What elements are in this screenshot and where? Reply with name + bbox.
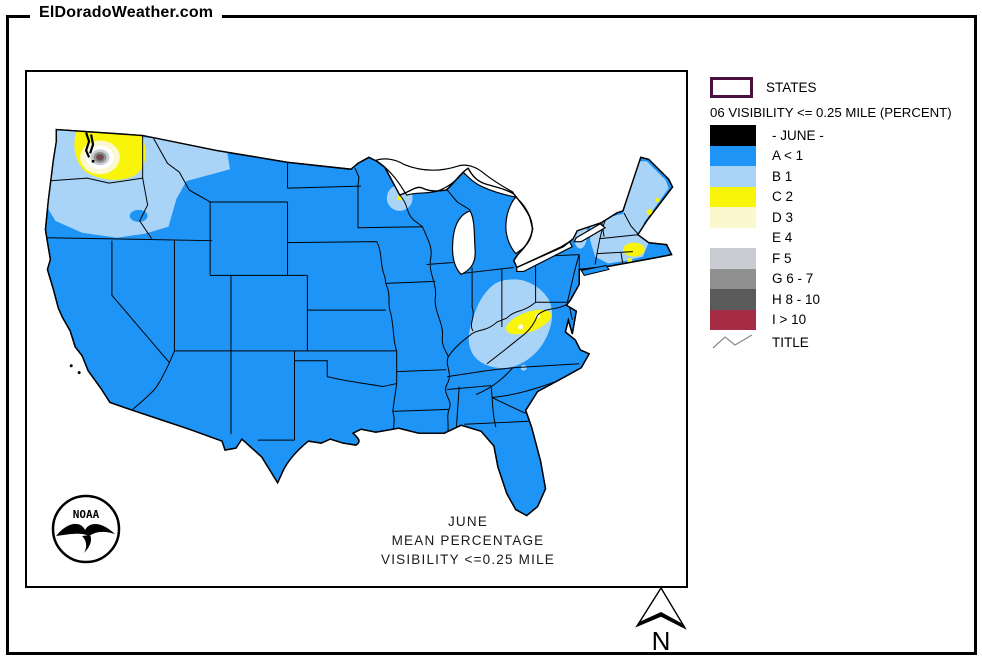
- legend-class-row: H 8 - 10: [710, 289, 972, 310]
- caption-line-1: JUNE: [447, 514, 489, 529]
- north-arrow-chevron: [638, 612, 684, 628]
- legend-class-row: B 1: [710, 166, 972, 187]
- legend-class-swatch: [710, 289, 756, 310]
- legend-class-label: B 1: [772, 168, 793, 184]
- legend-class-swatch: [710, 309, 756, 330]
- patch-massachusetts-yellow: [622, 242, 645, 257]
- legend-class-row: A < 1: [710, 145, 972, 166]
- legend-class-swatch: [710, 207, 756, 228]
- us-map: [44, 128, 674, 517]
- legend-class-label: F 5: [772, 250, 792, 266]
- legend-class-swatch: [710, 268, 756, 289]
- lake-michigan: [451, 210, 476, 276]
- legend-class-swatch: [710, 248, 756, 269]
- legend: STATES 06 VISIBILITY <= 0.25 MILE (PERCE…: [710, 76, 972, 353]
- legend-class-swatch: [710, 125, 756, 146]
- legend-subtitle: 06 VISIBILITY <= 0.25 MILE (PERCENT): [710, 105, 952, 120]
- patch-maine-dot-2: [655, 197, 660, 203]
- legend-class-row: F 5: [710, 248, 972, 269]
- page-frame: [6, 15, 977, 655]
- legend-class-label: G 6 - 7: [772, 271, 814, 287]
- oregon-blue-hole: [129, 209, 148, 222]
- legend-title-row: TITLE: [710, 331, 972, 353]
- legend-class-row: E 4: [710, 227, 972, 248]
- north-label: N: [652, 626, 671, 656]
- legend-class-swatch: [710, 186, 756, 207]
- legend-class-label: C 2: [772, 189, 794, 205]
- caption-line-2: MEAN PERCENTAGE: [391, 533, 545, 548]
- states-label: STATES: [766, 79, 817, 95]
- legend-class-rows: - JUNE - A < 1 B 1 C 2 D 3 E 4 F 5 G 6 - 7 H 8 -…: [710, 125, 972, 330]
- caption-line-3: VISIBILITY <=0.25 MILE: [381, 552, 555, 567]
- noaa-logo: NOAA: [49, 492, 123, 571]
- great-lakes: [374, 158, 607, 276]
- noaa-bird-wings: [56, 523, 115, 536]
- noaa-bird-tail: [82, 535, 92, 553]
- legend-class-label: A < 1: [772, 148, 804, 164]
- legend-class-swatch: [710, 145, 756, 166]
- legend-class-row: G 6 - 7: [710, 268, 972, 289]
- states-swatch: [710, 76, 753, 98]
- north-arrow: N: [626, 586, 696, 660]
- puget-dot: [91, 159, 95, 163]
- lake-huron: [505, 196, 533, 255]
- legend-class-label: - JUNE -: [772, 127, 824, 143]
- channel-island-2: [77, 371, 81, 375]
- patch-maine-dot-1: [646, 208, 653, 215]
- map-caption: JUNE MEAN PERCENTAGE VISIBILITY <=0.25 M…: [343, 512, 593, 569]
- long-island: [580, 264, 610, 276]
- legend-class-row: C 2: [710, 186, 972, 207]
- legend-class-row: I > 10: [710, 309, 972, 330]
- legend-class-row: - JUNE -: [710, 125, 972, 146]
- puget-sound: [84, 132, 95, 158]
- title-line-icon: [712, 334, 753, 349]
- contour-patches: [45, 129, 669, 371]
- legend-class-label: E 4: [772, 230, 793, 246]
- bullseye-center: [98, 155, 102, 160]
- lake-superior: [374, 158, 517, 198]
- legend-class-row: D 3: [710, 207, 972, 228]
- legend-class-label: H 8 - 10: [772, 291, 821, 307]
- state-borders: [45, 135, 639, 442]
- legend-class-label: D 3: [772, 209, 794, 225]
- site-title: ElDoradoWeather.com: [30, 4, 223, 22]
- legend-class-swatch: [710, 227, 756, 248]
- map-box: NOAA JUNE MEAN PERCENTAGE VISIBILITY <=0…: [25, 70, 688, 588]
- wv-white-dot-1: [518, 324, 524, 330]
- channel-island-1: [69, 364, 73, 368]
- legend-class-label: I > 10: [772, 312, 807, 328]
- noaa-text: NOAA: [73, 508, 100, 521]
- legend-class-swatch: [710, 166, 756, 187]
- lake-ontario: [573, 223, 607, 243]
- legend-states-row: STATES: [710, 76, 972, 98]
- patch-nc-dot: [520, 364, 527, 371]
- title-symbol-label: TITLE: [772, 334, 809, 350]
